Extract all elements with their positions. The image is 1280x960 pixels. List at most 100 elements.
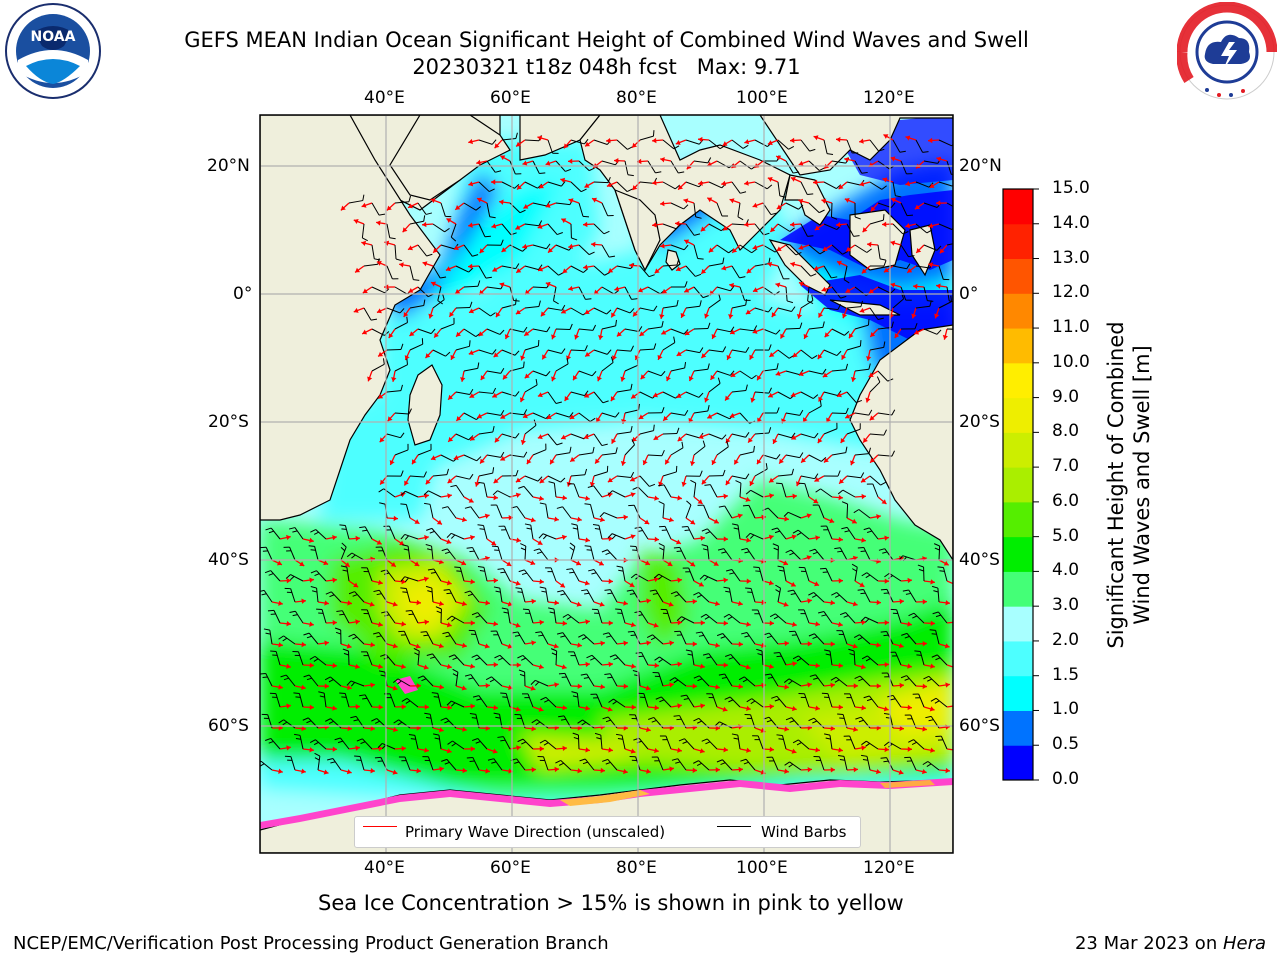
wave-arrowhead: [393, 726, 398, 733]
wind-barb-flag: [561, 718, 567, 721]
wave-arrowhead: [508, 515, 513, 521]
wave-arrowhead: [355, 663, 360, 670]
wave-arrowhead: [599, 601, 605, 607]
wind-barb: [404, 576, 419, 582]
wave-arrowhead: [438, 600, 444, 607]
wave-arrowhead: [447, 663, 452, 670]
wave-arrowhead: [907, 577, 912, 584]
wind-barb: [647, 160, 656, 174]
wind-barb: [501, 138, 516, 141]
wind-barb-flag: [728, 656, 734, 660]
wind-barb-flag: [492, 467, 495, 474]
wind-barb-flag: [568, 412, 574, 418]
wind-barb: [620, 609, 626, 624]
wind-barb-flag: [787, 589, 794, 592]
wave-arrowhead: [431, 281, 437, 287]
wave-arrowhead: [423, 664, 429, 670]
wind-barb: [895, 651, 902, 666]
wave-arrowhead: [493, 352, 499, 358]
wind-barb-flag: [890, 288, 896, 294]
wave-arrowhead: [401, 663, 406, 670]
wave-arrowhead: [404, 355, 410, 361]
wind-barb-flag: [562, 613, 569, 618]
wind-barb: [662, 139, 675, 150]
wave-arrowhead: [332, 662, 337, 669]
wind-barb-flag: [684, 281, 688, 288]
wind-barb-flag: [697, 678, 703, 682]
wave-arrowhead: [851, 518, 857, 524]
wave-arrowhead: [392, 601, 398, 607]
wind-barb: [814, 548, 825, 561]
wind-barb-flag: [879, 258, 887, 261]
wave-arrowhead: [830, 641, 835, 647]
wind-barb-flag: [417, 675, 424, 679]
wind-barb: [447, 506, 457, 519]
wind-barb-flag: [403, 548, 409, 551]
wave-arrowhead: [772, 438, 778, 444]
wind-barb: [685, 139, 700, 145]
wave-arrowhead: [914, 204, 920, 210]
wave-arrowhead: [561, 534, 567, 540]
wind-barb: [593, 307, 607, 315]
wind-barb-flag: [446, 700, 452, 706]
wave-arrowhead: [807, 641, 812, 647]
wind-barb: [455, 485, 465, 498]
wind-barb: [497, 546, 503, 561]
wind-barb: [846, 503, 849, 519]
wind-barb: [501, 349, 516, 356]
wind-barb-flag: [306, 677, 312, 681]
wind-barb: [777, 307, 792, 313]
wind-barb: [688, 567, 695, 582]
wind-barb-flag: [630, 471, 635, 478]
wind-barb: [716, 244, 729, 254]
wind-barb-flag: [814, 432, 819, 439]
wind-barb: [751, 698, 764, 708]
wave-arrowhead: [723, 620, 728, 626]
wind-barb-flag: [901, 632, 908, 636]
wave-arrowhead: [577, 642, 582, 648]
wave-arrowhead: [714, 600, 720, 607]
wind-barb: [719, 721, 733, 729]
wave-arrowhead: [922, 641, 927, 647]
wind-barb-flag: [927, 300, 934, 302]
wave-arrowhead: [848, 333, 854, 339]
wind-barb: [450, 223, 457, 238]
wind-barb-flag: [426, 253, 433, 257]
wind-barb: [524, 181, 538, 189]
wave-arrowhead: [424, 747, 429, 753]
wind-barb: [499, 654, 511, 666]
wave-arrowhead: [876, 599, 881, 606]
wind-barb-flag: [282, 721, 288, 726]
wind-barb-flag: [702, 295, 709, 299]
wind-barb: [615, 654, 626, 666]
wave-arrowhead: [698, 433, 704, 439]
wave-arrowhead: [677, 577, 682, 583]
wind-barb: [403, 631, 411, 645]
wave-arrowhead: [608, 267, 614, 273]
wave-arrowhead: [491, 223, 497, 229]
wave-arrowhead: [861, 493, 866, 500]
wind-barb-flag: [588, 569, 595, 572]
wave-arrowhead: [474, 481, 480, 487]
colorbar-tick-label: 7.0: [1052, 456, 1080, 477]
wave-arrowhead: [680, 312, 686, 318]
wind-barb: [777, 223, 791, 232]
wind-barb-flag: [753, 445, 755, 452]
wind-barb-flag: [485, 276, 492, 279]
wind-barb-flag: [771, 695, 778, 699]
wave-arrowhead: [562, 268, 568, 274]
wave-arrowhead: [598, 560, 604, 566]
wave-arrowhead: [598, 335, 604, 340]
wind-barb: [321, 609, 327, 624]
wind-barb-flag: [729, 572, 735, 575]
wind-barb: [570, 433, 585, 440]
wave-arrowhead: [836, 260, 842, 266]
wave-arrowhead: [846, 246, 852, 252]
wind-barb: [478, 307, 491, 317]
wind-barb-flag: [841, 501, 848, 505]
wave-arrowhead: [838, 662, 843, 669]
wave-arrowhead: [688, 376, 694, 382]
wind-barb: [547, 475, 561, 483]
wind-barb: [294, 527, 304, 540]
wave-arrowhead: [737, 513, 743, 519]
